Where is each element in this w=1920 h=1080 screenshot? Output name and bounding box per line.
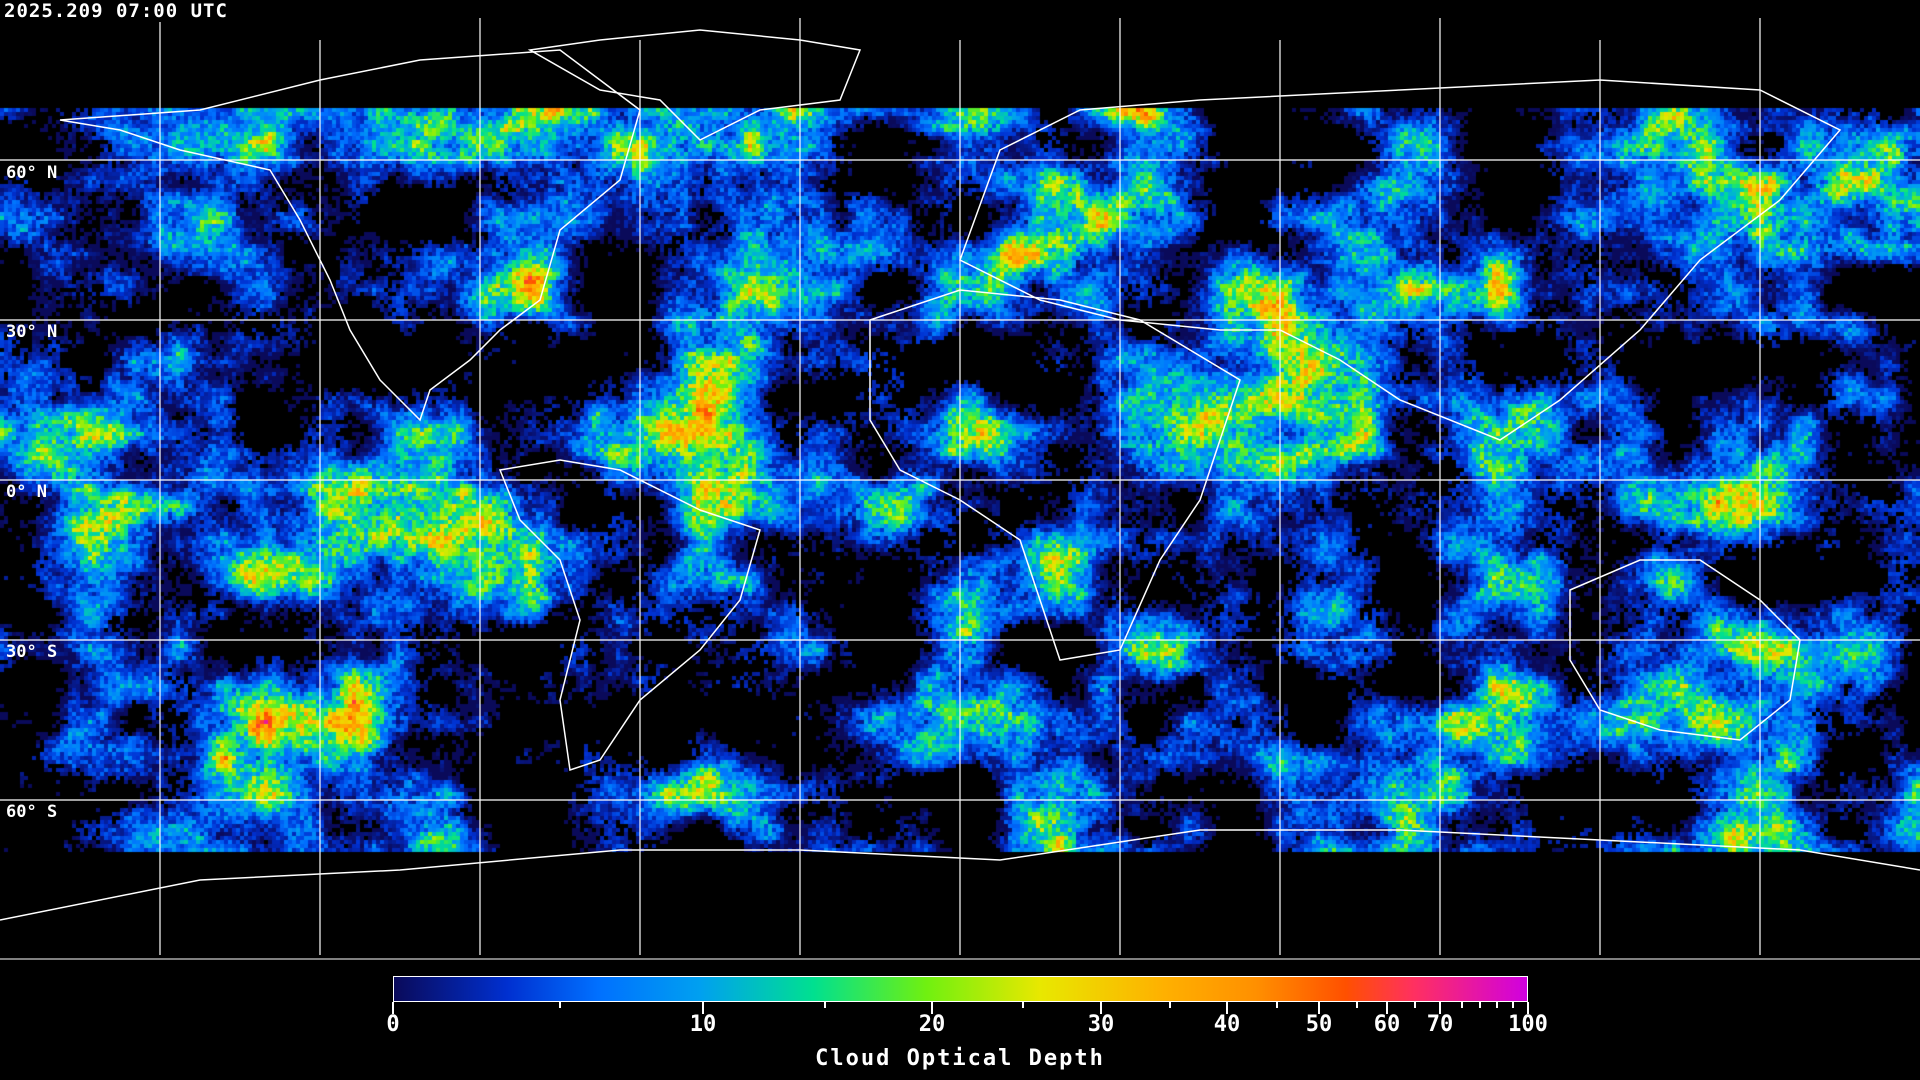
coastline (498, 459, 761, 771)
colorbar-tick-label: 30 (1087, 1012, 1115, 1037)
lat-label-60s: 60° S (6, 802, 58, 822)
colorbar-tick-label: 60 (1373, 1012, 1401, 1037)
colorbar-tick-label: 10 (689, 1012, 717, 1037)
coastline (527, 29, 862, 141)
colorbar-tick-label: 20 (918, 1012, 946, 1037)
colorbar-ticks (392, 1002, 1529, 1014)
timestamp-label: 2025.209 07:00 UTC (2, 0, 230, 22)
colorbar-tick-label: 70 (1426, 1012, 1454, 1037)
coastline (0, 829, 1920, 921)
colorbar (393, 976, 1528, 1002)
lat-label-60n: 60° N (6, 163, 58, 183)
colorbar-tick-label: 0 (386, 1012, 400, 1037)
coastline (869, 289, 1241, 661)
colorbar-title: Cloud Optical Depth (815, 1046, 1105, 1071)
coastline (959, 79, 1842, 441)
cloud-optical-depth-map (0, 0, 1920, 960)
coastline (59, 49, 641, 422)
lat-label-30n: 30° N (6, 322, 58, 342)
colorbar-tick-label: 40 (1213, 1012, 1241, 1037)
lat-label-0: 0° N (6, 482, 47, 502)
lat-label-30s: 30° S (6, 642, 58, 662)
colorbar-tick-label: 100 (1508, 1012, 1548, 1037)
map-grid-overlay (0, 18, 1920, 960)
coastline (1569, 559, 1801, 741)
colorbar-tick-label: 50 (1305, 1012, 1333, 1037)
